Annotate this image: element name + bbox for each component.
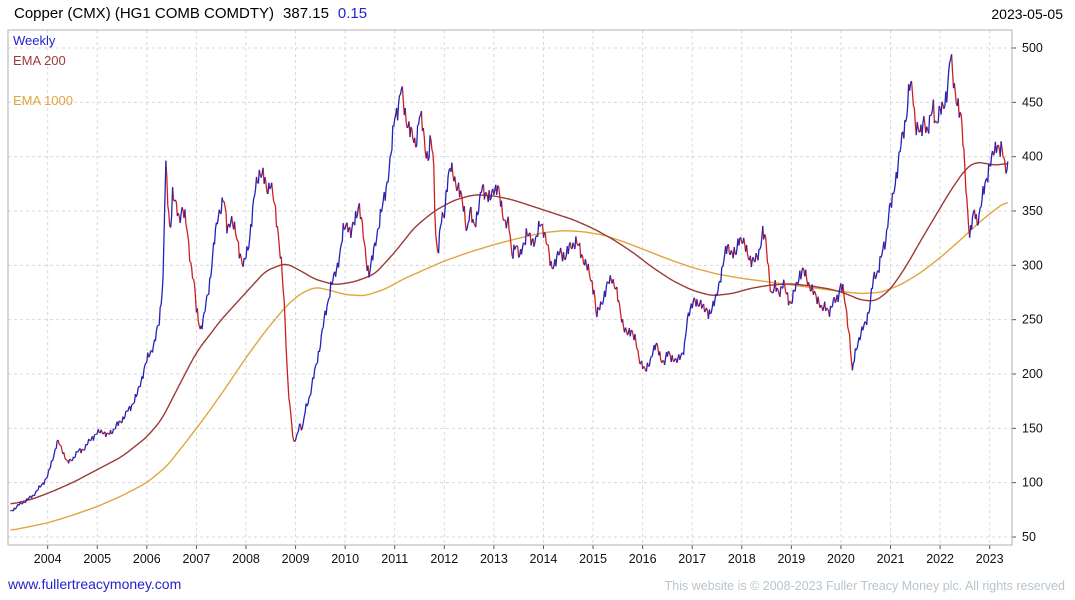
svg-text:2020: 2020 xyxy=(827,552,855,566)
svg-text:2018: 2018 xyxy=(728,552,756,566)
chart-title-bar: Copper (CMX) (HG1 COMB COMDTY) 387.15 0.… xyxy=(14,5,367,22)
svg-text:2004: 2004 xyxy=(34,552,62,566)
svg-text:2015: 2015 xyxy=(579,552,607,566)
svg-text:2016: 2016 xyxy=(629,552,657,566)
price-change: 0.15 xyxy=(337,5,368,22)
svg-text:2006: 2006 xyxy=(133,552,161,566)
website-link[interactable]: www.fullertreacymoney.com xyxy=(8,576,182,592)
svg-text:400: 400 xyxy=(1022,150,1043,164)
svg-text:2005: 2005 xyxy=(83,552,111,566)
svg-text:2007: 2007 xyxy=(182,552,210,566)
svg-text:300: 300 xyxy=(1022,258,1043,272)
svg-text:100: 100 xyxy=(1022,476,1043,490)
svg-text:2010: 2010 xyxy=(331,552,359,566)
svg-text:2012: 2012 xyxy=(430,552,458,566)
svg-text:250: 250 xyxy=(1022,313,1043,327)
legend-weekly: Weekly xyxy=(13,33,56,48)
svg-text:450: 450 xyxy=(1022,95,1043,109)
last-price: 387.15 xyxy=(283,5,329,22)
svg-text:2011: 2011 xyxy=(381,552,408,566)
svg-text:500: 500 xyxy=(1022,41,1043,55)
svg-text:2008: 2008 xyxy=(232,552,260,566)
svg-text:2019: 2019 xyxy=(777,552,805,566)
legend-ema1000: EMA 1000 xyxy=(13,93,73,108)
chart-date: 2023-05-05 xyxy=(991,6,1063,22)
svg-text:2021: 2021 xyxy=(877,552,905,566)
svg-text:150: 150 xyxy=(1022,421,1043,435)
copyright-text: This website is © 2008-2023 Fuller Treac… xyxy=(664,579,1065,593)
svg-text:2013: 2013 xyxy=(480,552,508,566)
svg-text:50: 50 xyxy=(1022,530,1036,544)
svg-text:350: 350 xyxy=(1022,204,1043,218)
svg-text:2009: 2009 xyxy=(282,552,310,566)
svg-text:2022: 2022 xyxy=(926,552,954,566)
svg-text:200: 200 xyxy=(1022,367,1043,381)
svg-text:2014: 2014 xyxy=(530,552,558,566)
legend-ema200: EMA 200 xyxy=(13,53,66,68)
instrument-title: Copper (CMX) (HG1 COMB COMDTY) xyxy=(14,5,275,22)
svg-text:2017: 2017 xyxy=(678,552,706,566)
svg-text:2023: 2023 xyxy=(976,552,1004,566)
